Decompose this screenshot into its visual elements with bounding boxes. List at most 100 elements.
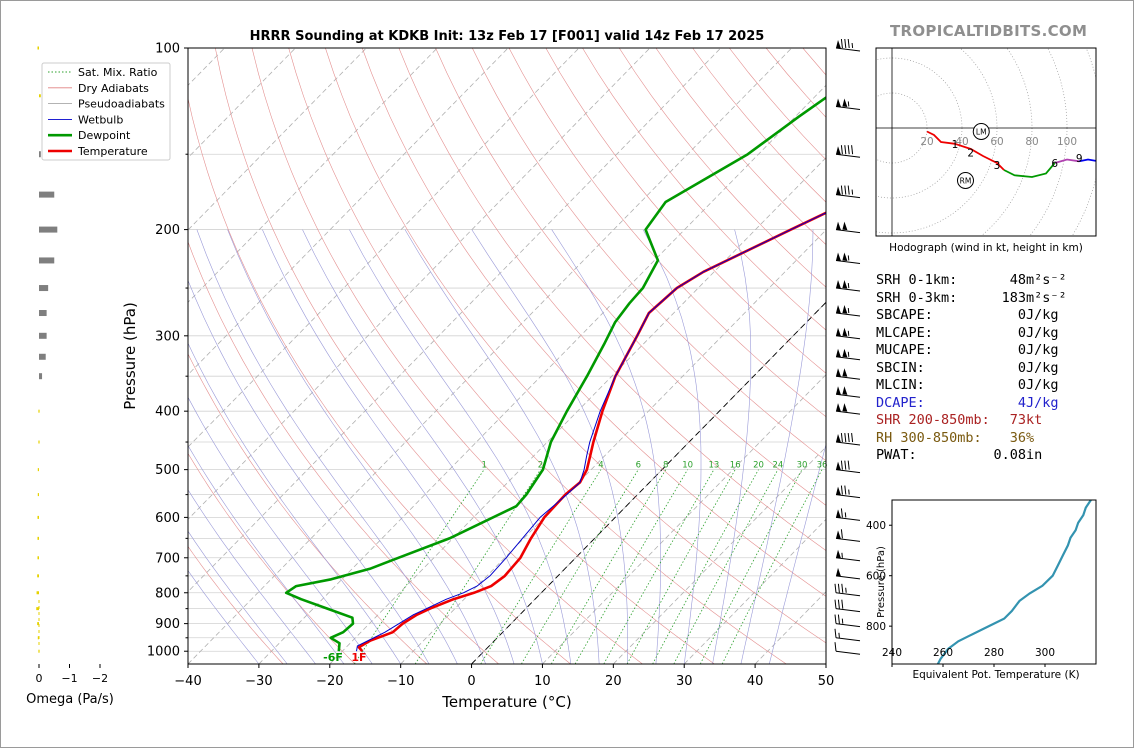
hodograph-title: Hodograph (wind in kt, height in km) xyxy=(889,242,1083,254)
barb-flag xyxy=(842,280,848,289)
hodograph-ring-label: 80 xyxy=(1025,136,1038,148)
x-tick-label: −20 xyxy=(316,674,343,689)
theta-e-x-axis-label: Equivalent Pot. Temperature (K) xyxy=(912,669,1079,681)
mixing-ratio-label: 10 xyxy=(682,461,693,471)
dry-adiabat-line xyxy=(508,48,826,418)
moist-adiabat-line xyxy=(302,229,543,664)
hodograph-height-label: 6 xyxy=(1051,158,1058,170)
hodograph-ring xyxy=(1029,48,1068,236)
omega-bar xyxy=(37,46,39,50)
barb-full xyxy=(847,460,850,470)
barb-staff xyxy=(835,229,861,234)
wind-barb xyxy=(834,614,861,628)
wind-barb xyxy=(835,252,861,264)
wind-barb xyxy=(835,485,861,499)
barb-full xyxy=(844,38,847,49)
dry-adiabat-line xyxy=(545,48,826,374)
theta-e-plot-area xyxy=(936,500,1092,664)
barb-staff xyxy=(835,516,861,521)
moist-adiabat-line xyxy=(642,229,702,664)
barb-full xyxy=(851,432,854,443)
index-label: SBCAPE: xyxy=(876,307,933,323)
hodograph-frame xyxy=(875,47,1097,237)
mixing-ratio-line xyxy=(652,469,759,664)
mixing-ratio-label: 8 xyxy=(663,461,668,471)
index-value: 48 xyxy=(1009,272,1026,288)
moist-adiabat-line xyxy=(262,229,515,664)
omega-bar xyxy=(37,556,39,560)
dry-adiabat-line xyxy=(215,48,643,664)
barb-full xyxy=(844,185,847,195)
index-unit: m²s⁻² xyxy=(1026,272,1067,288)
moist-adiabat-line xyxy=(712,229,752,664)
y-tick-label: 1000 xyxy=(147,645,180,660)
wind-barb xyxy=(835,185,861,199)
barb-half xyxy=(848,489,850,495)
mixing-ratio-line xyxy=(673,469,779,664)
dry-adiabat-line xyxy=(582,48,826,331)
hodograph-ring-label: 20 xyxy=(920,136,933,148)
index-unit: J/kg xyxy=(1026,377,1059,393)
hodograph-segment xyxy=(1003,162,1056,178)
barb-full xyxy=(847,432,850,443)
index-unit: J/kg xyxy=(1026,359,1059,376)
barb-flag xyxy=(836,509,841,518)
mixing-ratio-line xyxy=(480,469,602,664)
index-unit: kt xyxy=(1026,412,1043,428)
wind-barb xyxy=(834,583,861,597)
barb-full xyxy=(847,38,850,49)
temperature-profile-line xyxy=(357,211,826,653)
wind-barb xyxy=(835,432,861,446)
mixing-ratio-line xyxy=(353,469,485,664)
skewt-title: HRRR Sounding at KDKB Init: 13z Feb 17 [… xyxy=(250,29,765,44)
barb-flag xyxy=(842,403,848,412)
barb-staff xyxy=(835,441,861,446)
omega-bar xyxy=(39,226,58,233)
barb-flag xyxy=(836,221,841,231)
barb-staff xyxy=(835,105,861,110)
omega-bar xyxy=(38,649,40,653)
dewpoint-profile-line xyxy=(284,96,826,652)
barb-full xyxy=(847,145,850,155)
barb-half xyxy=(851,189,854,195)
barb-half xyxy=(847,101,850,107)
isotherm-line xyxy=(258,84,826,664)
barb-staff xyxy=(835,650,861,655)
index-value: 73 xyxy=(1009,412,1026,428)
mixing-ratio-line xyxy=(414,469,541,664)
moist-adiabat-line xyxy=(188,444,345,664)
surface-temperature-label: 1F xyxy=(351,651,366,664)
legend-label: Temperature xyxy=(77,145,148,158)
skewt-chart: 1 2 4 6 8 10 13 16 20 24 30 36100200300400500600700… xyxy=(41,29,834,711)
index-row: SRH 0-1km: 48 m²s⁻² xyxy=(876,272,1088,290)
hodograph-segment xyxy=(1054,158,1080,164)
index-unit: % xyxy=(1026,429,1035,446)
skewt-plot-area xyxy=(188,48,826,664)
barb-staff xyxy=(835,637,861,642)
hodograph-segment xyxy=(926,130,956,145)
moist-adiabat-line xyxy=(196,229,458,664)
omega-bar xyxy=(38,440,40,444)
barb-flag xyxy=(836,386,841,395)
mixing-ratio-label: 4 xyxy=(598,461,603,471)
wind-barb xyxy=(835,305,861,317)
index-unit: J/kg xyxy=(1026,394,1059,411)
hodograph-segment xyxy=(1079,158,1096,163)
index-label: DCAPE: xyxy=(876,394,925,411)
index-label: SRH 0-3km: xyxy=(876,289,958,306)
legend-label: Sat. Mix. Ratio xyxy=(78,66,158,79)
barb-staff xyxy=(835,287,861,292)
index-value: 0 xyxy=(1017,342,1026,358)
barb-flag xyxy=(836,40,841,49)
indices-table: SRH 0-1km: 48 m²s⁻² SRH 0-3km: 183 m²s⁻² SBCAP… xyxy=(876,272,1088,465)
isotherm-line xyxy=(400,229,826,664)
wetbulb-profile-line xyxy=(356,212,826,652)
legend-label: Wetbulb xyxy=(78,113,123,126)
moist-adiabat-line xyxy=(471,229,628,664)
omega-bar xyxy=(39,353,46,360)
index-unit: m²s⁻² xyxy=(1026,289,1067,306)
wind-barb-column xyxy=(834,38,861,655)
barb-flag xyxy=(836,549,841,559)
index-row: RH 300-850mb: 36% xyxy=(876,430,1088,448)
index-unit: J/kg xyxy=(1026,324,1059,341)
